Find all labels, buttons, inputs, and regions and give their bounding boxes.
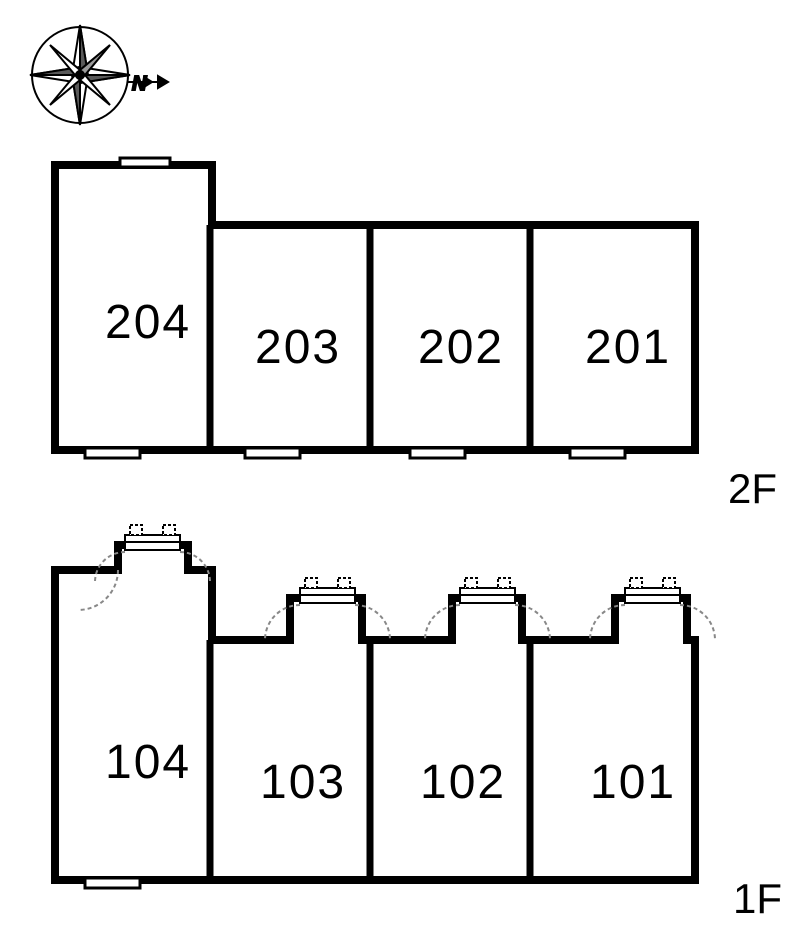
floorplan-canvas: N xyxy=(0,0,800,941)
floor-label-1f: 1F xyxy=(733,875,782,923)
floorplan-svg xyxy=(0,0,800,941)
unit-label-103: 103 xyxy=(260,755,346,810)
unit-label-102: 102 xyxy=(420,755,506,810)
unit-label-101: 101 xyxy=(590,755,676,810)
unit-label-202: 202 xyxy=(418,320,504,375)
floor-label-2f: 2F xyxy=(728,465,777,513)
floor-1f xyxy=(55,525,715,888)
unit-label-203: 203 xyxy=(255,320,341,375)
unit-label-201: 201 xyxy=(585,320,671,375)
unit-label-104: 104 xyxy=(105,735,191,790)
unit-label-204: 204 xyxy=(105,295,191,350)
